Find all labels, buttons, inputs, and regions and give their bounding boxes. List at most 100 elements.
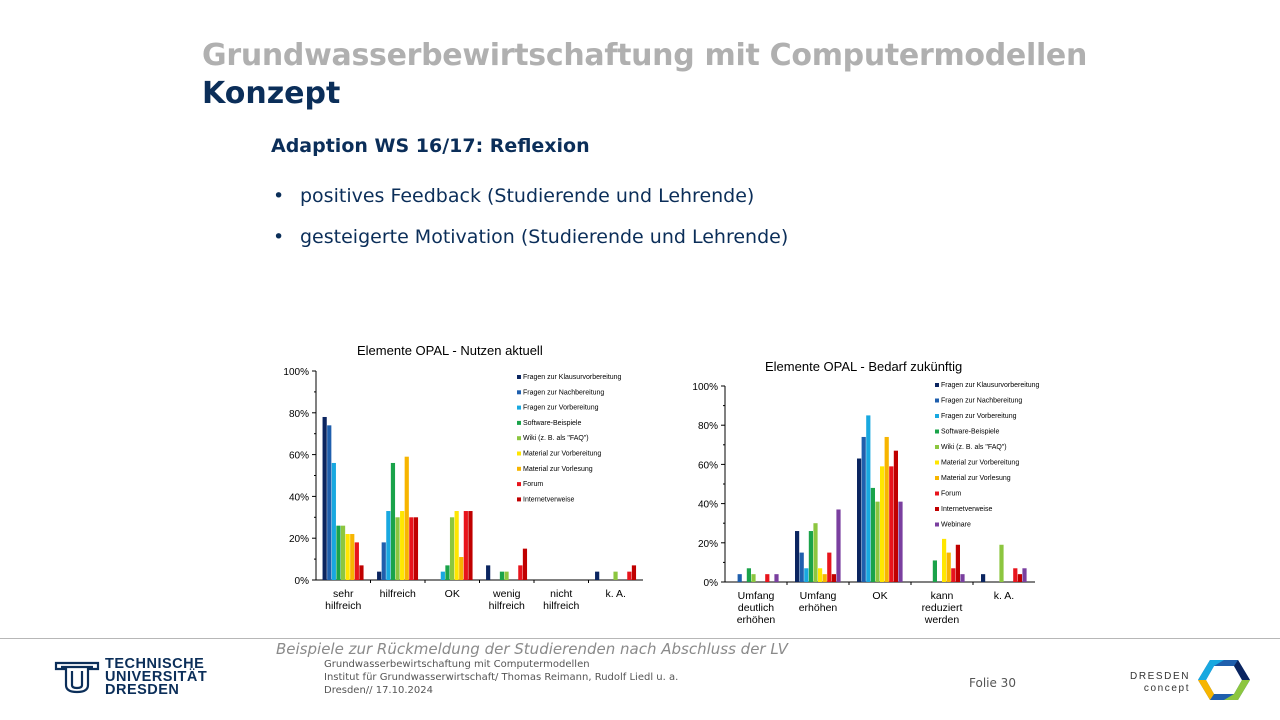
- bar: [1017, 574, 1022, 582]
- bar-chart-bedarf-zukuenftig: 0%20%40%60%80%100%UmfangdeutlicherhöhenU…: [692, 382, 1040, 626]
- bullet-icon: •: [273, 226, 285, 248]
- dresden-concept-logo-icon: [1198, 660, 1250, 700]
- bar: [463, 511, 468, 580]
- bar: [459, 557, 464, 580]
- bar: [951, 568, 956, 582]
- bar: [795, 531, 800, 582]
- legend-swatch: [935, 445, 939, 449]
- bar: [884, 436, 889, 582]
- x-tick-label: erhöhen: [799, 602, 838, 614]
- bar: [836, 509, 841, 582]
- legend-entry: Material zur Vorlesung: [523, 466, 593, 473]
- legend-swatch: [935, 383, 939, 387]
- legend-swatch: [935, 414, 939, 418]
- bullet-text: gesteigerte Motivation (Studierende und …: [300, 226, 789, 248]
- bar: [327, 425, 332, 580]
- bullet-icon: •: [273, 185, 285, 207]
- x-tick-label: k. A.: [606, 588, 626, 600]
- bar: [813, 523, 818, 582]
- bar: [799, 552, 804, 582]
- legend-entry: Software-Beispiele: [523, 420, 581, 427]
- bar: [440, 571, 445, 580]
- legend-entry: Internetverweise: [941, 506, 992, 513]
- bar: [395, 517, 400, 580]
- x-tick-label: wenig: [492, 588, 521, 600]
- bar: [746, 568, 751, 582]
- x-tick-label: hilfreich: [543, 600, 579, 612]
- slide-title: Grundwasserbewirtschaftung mit Computerm…: [202, 38, 1088, 73]
- bar: [340, 525, 346, 580]
- x-tick-label: deutlich: [738, 602, 774, 614]
- bar: [818, 568, 823, 582]
- legend-entry: Webinare: [941, 522, 971, 529]
- y-tick-label: 100%: [692, 382, 718, 393]
- bar: [449, 517, 455, 580]
- legend-entry: Forum: [523, 481, 543, 488]
- y-tick-label: 0%: [295, 576, 310, 587]
- bar: [336, 525, 341, 580]
- legend-swatch: [517, 497, 521, 502]
- chart-title: Elemente OPAL - Bedarf zukünftig: [765, 359, 963, 374]
- footer-date: Dresden// 17.10.2024: [324, 685, 433, 696]
- bullet-item: • positives Feedback (Studierende und Leh…: [273, 185, 754, 207]
- legend-entry: Fragen zur Vorbereitung: [523, 405, 599, 412]
- legend-swatch: [935, 491, 939, 496]
- bar: [774, 574, 779, 582]
- x-tick-label: reduziert: [922, 602, 963, 614]
- legend-entry: Wiki (z. B. als "FAQ"): [523, 435, 589, 442]
- y-tick-label: 40%: [698, 500, 718, 511]
- legend-entry: Material zur Vorlesung: [941, 475, 1011, 482]
- bar: [386, 511, 391, 580]
- bar: [880, 466, 885, 582]
- y-tick-label: 0%: [704, 578, 719, 589]
- bar: [381, 542, 386, 580]
- legend-swatch: [517, 405, 521, 410]
- bar: [522, 548, 528, 580]
- x-tick-label: nicht: [550, 588, 572, 600]
- x-tick-label: OK: [872, 590, 887, 602]
- bar: [631, 565, 637, 580]
- bar: [377, 571, 382, 580]
- bar: [409, 517, 414, 580]
- bar: [999, 544, 1004, 582]
- bar: [504, 571, 509, 580]
- x-tick-label: OK: [445, 588, 460, 600]
- legend-entry: Fragen zur Klausurvorbereitung: [523, 374, 622, 381]
- legend-swatch: [517, 451, 521, 456]
- tu-dresden-wordmark: TECHNISCHE UNIVERSITÄT DRESDEN: [105, 656, 208, 698]
- bar: [822, 574, 827, 582]
- dresden-concept-wordmark: DRESDEN concept: [1130, 671, 1191, 694]
- bar: [870, 487, 875, 582]
- bar: [354, 542, 359, 580]
- bar: [613, 571, 618, 580]
- bar: [468, 511, 473, 580]
- bar: [413, 517, 419, 580]
- bar: [350, 534, 355, 580]
- x-tick-label: hilfreich: [380, 588, 416, 600]
- legend-swatch: [517, 436, 521, 441]
- bar: [875, 501, 880, 582]
- x-tick-label: kann: [931, 590, 954, 602]
- y-tick-label: 20%: [289, 534, 309, 545]
- bar: [955, 544, 960, 582]
- bar: [932, 560, 937, 582]
- bar: [345, 534, 350, 580]
- caption: Beispiele zur Rückmeldung der Studierend…: [276, 640, 788, 658]
- bar: [499, 571, 505, 580]
- y-tick-label: 80%: [698, 421, 718, 432]
- legend-swatch: [517, 375, 521, 379]
- legend-entry: Fragen zur Klausurvorbereitung: [941, 382, 1040, 389]
- footer-institute: Institut für Grundwasserwirtschaft/ Thom…: [324, 672, 679, 683]
- bar: [808, 531, 813, 582]
- bar-chart-nutzen-aktuell: 0%20%40%60%80%100%sehrhilfreichhilfreich…: [283, 367, 643, 612]
- bar: [1013, 568, 1018, 582]
- y-tick-label: 60%: [289, 451, 309, 462]
- bar: [765, 574, 770, 582]
- legend-swatch: [935, 507, 939, 511]
- legend-swatch: [935, 460, 939, 465]
- legend-swatch: [935, 429, 939, 434]
- x-tick-label: hilfreich: [489, 600, 525, 612]
- bar: [831, 574, 836, 582]
- legend-entry: Wiki (z. B. als "FAQ"): [941, 444, 1007, 451]
- legend-entry: Internetverweise: [523, 496, 574, 503]
